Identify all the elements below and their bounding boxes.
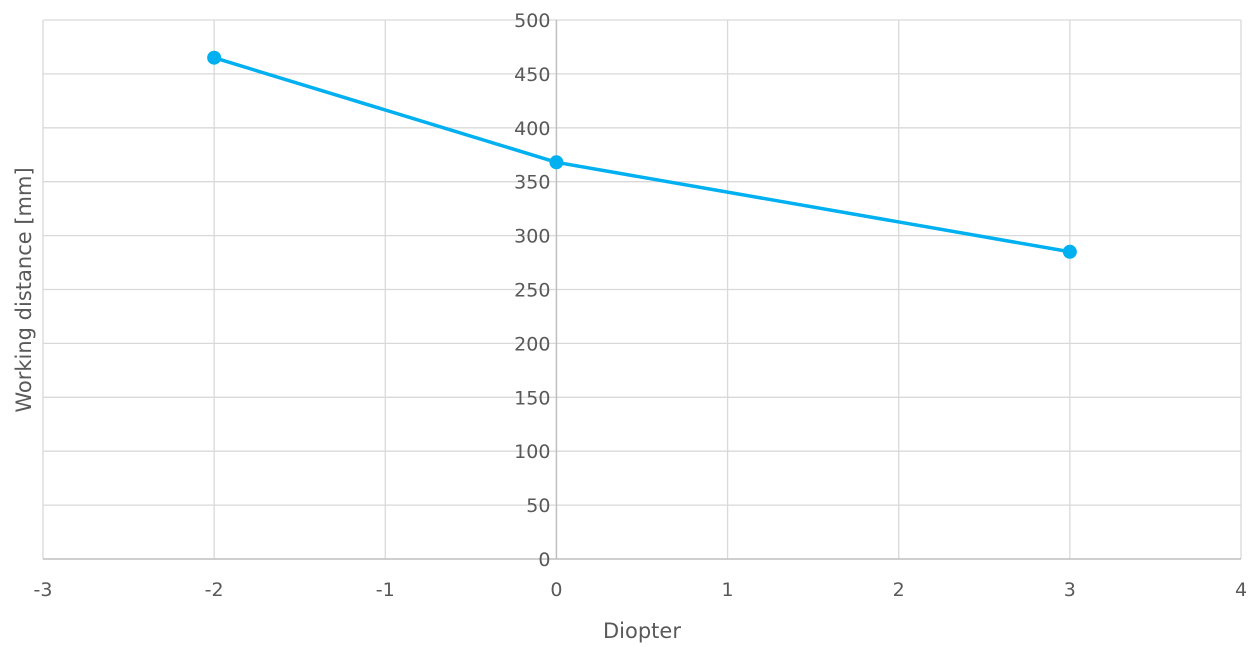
y-tick-label: 450 [514, 64, 550, 86]
y-tick-label: 350 [514, 172, 550, 194]
series-line [212, 55, 1072, 254]
x-tick-label: -3 [34, 579, 53, 601]
data-point [549, 155, 564, 170]
data-series [207, 50, 1077, 259]
x-tick-label: 1 [722, 579, 734, 601]
data-point [1062, 244, 1077, 259]
y-tick-label: 300 [514, 226, 550, 248]
y-tick-label: 150 [514, 387, 550, 409]
y-axis-title: Working distance [mm] [12, 167, 36, 412]
x-axis-title: Diopter [603, 619, 681, 643]
tick-labels: -3 -2 -1 0 1 2 3 4 0 50 100 150 200 250 300 350 400 450 50… [34, 10, 1248, 601]
y-tick-label: 100 [514, 441, 550, 463]
y-tick-label: 400 [514, 118, 550, 140]
axes [43, 20, 1241, 560]
x-tick-label: 3 [1064, 579, 1076, 601]
y-tick-label: 50 [526, 495, 550, 517]
y-tick-label: 250 [514, 280, 550, 302]
x-tick-label: 2 [893, 579, 905, 601]
grid [42, 19, 1242, 559]
x-tick-label: -1 [376, 579, 395, 601]
y-tick-label: 500 [514, 10, 550, 32]
y-tick-label: 200 [514, 333, 550, 355]
x-tick-label: 4 [1235, 579, 1247, 601]
y-tick-label: 0 [538, 549, 550, 571]
x-tick-label: 0 [550, 579, 562, 601]
x-tick-label: -2 [205, 579, 224, 601]
data-point [207, 50, 222, 65]
